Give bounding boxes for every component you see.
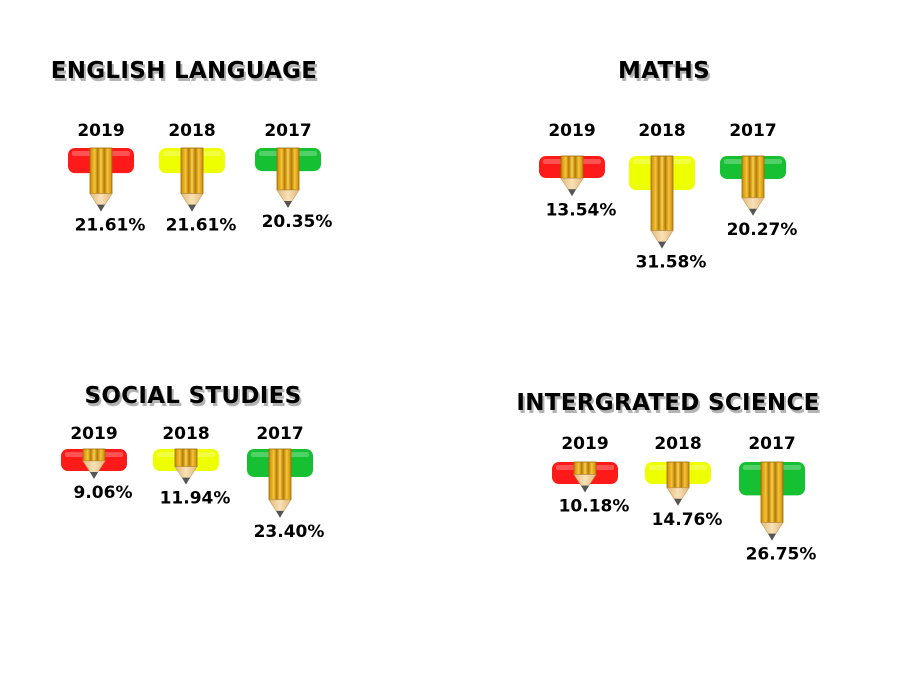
- pencil-tip-2019: [573, 474, 597, 493]
- value-label-2018: 31.58%: [636, 253, 707, 273]
- year-label-2017: 2017: [729, 121, 776, 141]
- pencil-bar-2018: [159, 147, 225, 212]
- year-label-2018: 2018: [638, 121, 685, 141]
- pencil-tip-2019: [82, 460, 106, 479]
- pencil-bar-2019: [539, 155, 605, 197]
- pencil-bar-2019: [68, 147, 134, 212]
- pencil-tip-2017: [268, 499, 292, 518]
- value-label-2017: 26.75%: [746, 545, 817, 565]
- value-label-2019: 13.54%: [546, 200, 617, 220]
- pencil-body-2018: [174, 448, 198, 468]
- year-label-2017: 2017: [748, 434, 795, 454]
- value-label-2017: 23.40%: [254, 522, 325, 542]
- pencil-lead-2018: [188, 204, 196, 212]
- value-label-2018: 14.76%: [652, 510, 723, 530]
- pencil-lead-2019: [97, 204, 105, 212]
- pencil-bar-2017: [255, 147, 321, 209]
- pencil-lead-2017: [749, 208, 757, 216]
- pencil-body-2018: [666, 461, 690, 489]
- year-label-2018: 2018: [168, 121, 215, 141]
- pencil-body-2017: [268, 448, 292, 501]
- chart-title: ENGLISH LANGUAGE: [51, 58, 318, 84]
- chart-title-shadow: ENGLISH LANGUAGE: [53, 61, 320, 87]
- year-label-2018: 2018: [654, 434, 701, 454]
- value-label-2019: 9.06%: [74, 483, 133, 503]
- pencil-lead-2019: [90, 472, 98, 479]
- pencil-tip-2017: [760, 522, 784, 541]
- pencil-tip-2017: [741, 197, 765, 216]
- pencil-lead-2017: [284, 201, 292, 209]
- value-label-2019: 21.61%: [75, 216, 146, 236]
- pencil-tip-2018: [666, 487, 690, 506]
- year-label-2019: 2019: [561, 434, 608, 454]
- pencil-lead-2018: [674, 498, 682, 506]
- year-label-2017: 2017: [264, 121, 311, 141]
- year-label-2019: 2019: [548, 121, 595, 141]
- pencil-bar-2019: [61, 448, 127, 479]
- chart-title-shadow: INTERGRATED SCIENCE: [518, 393, 821, 419]
- pencil-body-2019: [89, 147, 113, 195]
- pencil-tip-2017: [276, 189, 300, 208]
- pencil-tip-2018: [650, 230, 674, 249]
- year-label-2019: 2019: [70, 424, 117, 444]
- pencil-bar-2019: [552, 461, 618, 493]
- value-label-2019: 10.18%: [559, 497, 630, 517]
- value-label-2018: 11.94%: [160, 489, 231, 509]
- chart-title: INTERGRATED SCIENCE: [516, 390, 819, 416]
- pencil-body-2018: [650, 155, 674, 231]
- pencil-lead-2019: [581, 485, 589, 493]
- pencil-lead-2018: [658, 241, 666, 249]
- chart-title-shadow: MATHS: [620, 61, 712, 87]
- pencil-lead-2019: [568, 189, 576, 197]
- pencil-bar-2017: [720, 155, 786, 216]
- pencil-lead-2017: [276, 510, 284, 518]
- year-label-2017: 2017: [256, 424, 303, 444]
- pencil-bar-2018: [153, 448, 219, 485]
- pencil-body-2019: [573, 461, 597, 475]
- chart-title-shadow: SOCIAL STUDIES: [86, 386, 303, 412]
- year-label-2018: 2018: [162, 424, 209, 444]
- pencil-body-2019: [82, 448, 106, 462]
- pencil-body-2019: [560, 155, 584, 179]
- pencil-lead-2018: [182, 477, 190, 485]
- chart-title: MATHS: [618, 58, 710, 84]
- pencil-body-2017: [276, 147, 300, 191]
- value-label-2017: 20.27%: [727, 220, 798, 240]
- value-label-2018: 21.61%: [166, 216, 237, 236]
- pencil-bar-2017: [739, 461, 805, 541]
- pencil-body-2018: [180, 147, 204, 195]
- year-label-2019: 2019: [77, 121, 124, 141]
- pencil-bar-2018: [629, 155, 695, 249]
- pencil-tip-2018: [174, 466, 198, 485]
- pencil-body-2017: [760, 461, 784, 523]
- pencil-lead-2017: [768, 533, 776, 541]
- pencil-bar-2017: [247, 448, 313, 518]
- pencil-tip-2018: [180, 193, 204, 212]
- value-label-2017: 20.35%: [262, 212, 333, 232]
- pencil-tip-2019: [89, 193, 113, 212]
- pencil-bar-2018: [645, 461, 711, 506]
- chart-title: SOCIAL STUDIES: [84, 383, 301, 409]
- pencil-body-2017: [741, 155, 765, 199]
- pencil-tip-2019: [560, 177, 584, 196]
